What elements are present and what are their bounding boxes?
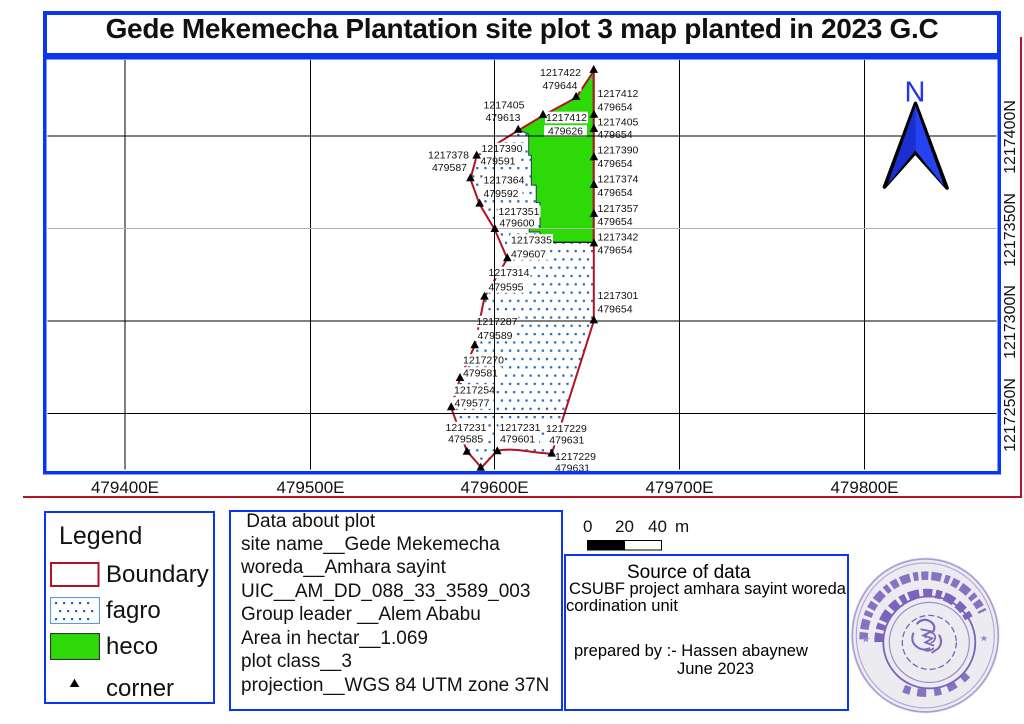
svg-text:479595: 479595 bbox=[488, 282, 523, 294]
svg-text:1217287: 1217287 bbox=[477, 316, 518, 328]
svg-text:479654: 479654 bbox=[598, 102, 633, 114]
svg-text:1217342: 1217342 bbox=[598, 232, 639, 244]
svg-text:479654: 479654 bbox=[598, 245, 633, 257]
svg-text:1217390: 1217390 bbox=[598, 145, 639, 157]
svg-text:479654: 479654 bbox=[598, 158, 633, 170]
svg-text:479607: 479607 bbox=[511, 249, 546, 261]
svg-text:1217301: 1217301 bbox=[598, 290, 639, 302]
svg-text:479601: 479601 bbox=[500, 433, 535, 445]
svg-text:479585: 479585 bbox=[448, 433, 483, 445]
svg-text:1217351: 1217351 bbox=[499, 206, 540, 218]
svg-text:1217335: 1217335 bbox=[511, 235, 552, 247]
svg-text:479654: 479654 bbox=[598, 187, 633, 199]
svg-text:1217364: 1217364 bbox=[484, 175, 525, 187]
svg-text:1217405: 1217405 bbox=[598, 117, 639, 129]
svg-text:N: N bbox=[905, 77, 926, 109]
svg-text:479654: 479654 bbox=[598, 304, 633, 316]
svg-text:479591: 479591 bbox=[480, 156, 515, 168]
svg-text:1217412: 1217412 bbox=[598, 88, 639, 100]
svg-text:1217314: 1217314 bbox=[489, 267, 530, 279]
svg-text:1217390: 1217390 bbox=[482, 143, 523, 155]
svg-text:479613: 479613 bbox=[485, 112, 520, 124]
svg-text:479631: 479631 bbox=[549, 434, 584, 446]
svg-text:1217270: 1217270 bbox=[463, 355, 504, 367]
svg-text:1217412: 1217412 bbox=[546, 112, 587, 124]
svg-text:479577: 479577 bbox=[454, 398, 489, 410]
svg-text:1217374: 1217374 bbox=[598, 174, 639, 186]
svg-text:1217357: 1217357 bbox=[598, 203, 639, 215]
svg-text:479626: 479626 bbox=[548, 126, 583, 138]
svg-text:1217422: 1217422 bbox=[540, 67, 581, 79]
svg-text:479581: 479581 bbox=[463, 368, 498, 380]
svg-text:479587: 479587 bbox=[432, 162, 467, 174]
svg-text:1217378: 1217378 bbox=[428, 150, 469, 162]
svg-text:479654: 479654 bbox=[598, 216, 633, 228]
svg-text:1217254: 1217254 bbox=[454, 385, 495, 397]
svg-text:1217231: 1217231 bbox=[500, 422, 541, 434]
svg-text:479654: 479654 bbox=[598, 129, 633, 141]
svg-text:479600: 479600 bbox=[499, 218, 534, 230]
svg-text:479644: 479644 bbox=[542, 80, 577, 92]
svg-text:1217405: 1217405 bbox=[484, 100, 525, 112]
svg-text:1217229: 1217229 bbox=[546, 423, 587, 435]
svg-text:1217229: 1217229 bbox=[555, 451, 596, 463]
svg-text:1217231: 1217231 bbox=[446, 422, 487, 434]
svg-text:479592: 479592 bbox=[483, 188, 518, 200]
